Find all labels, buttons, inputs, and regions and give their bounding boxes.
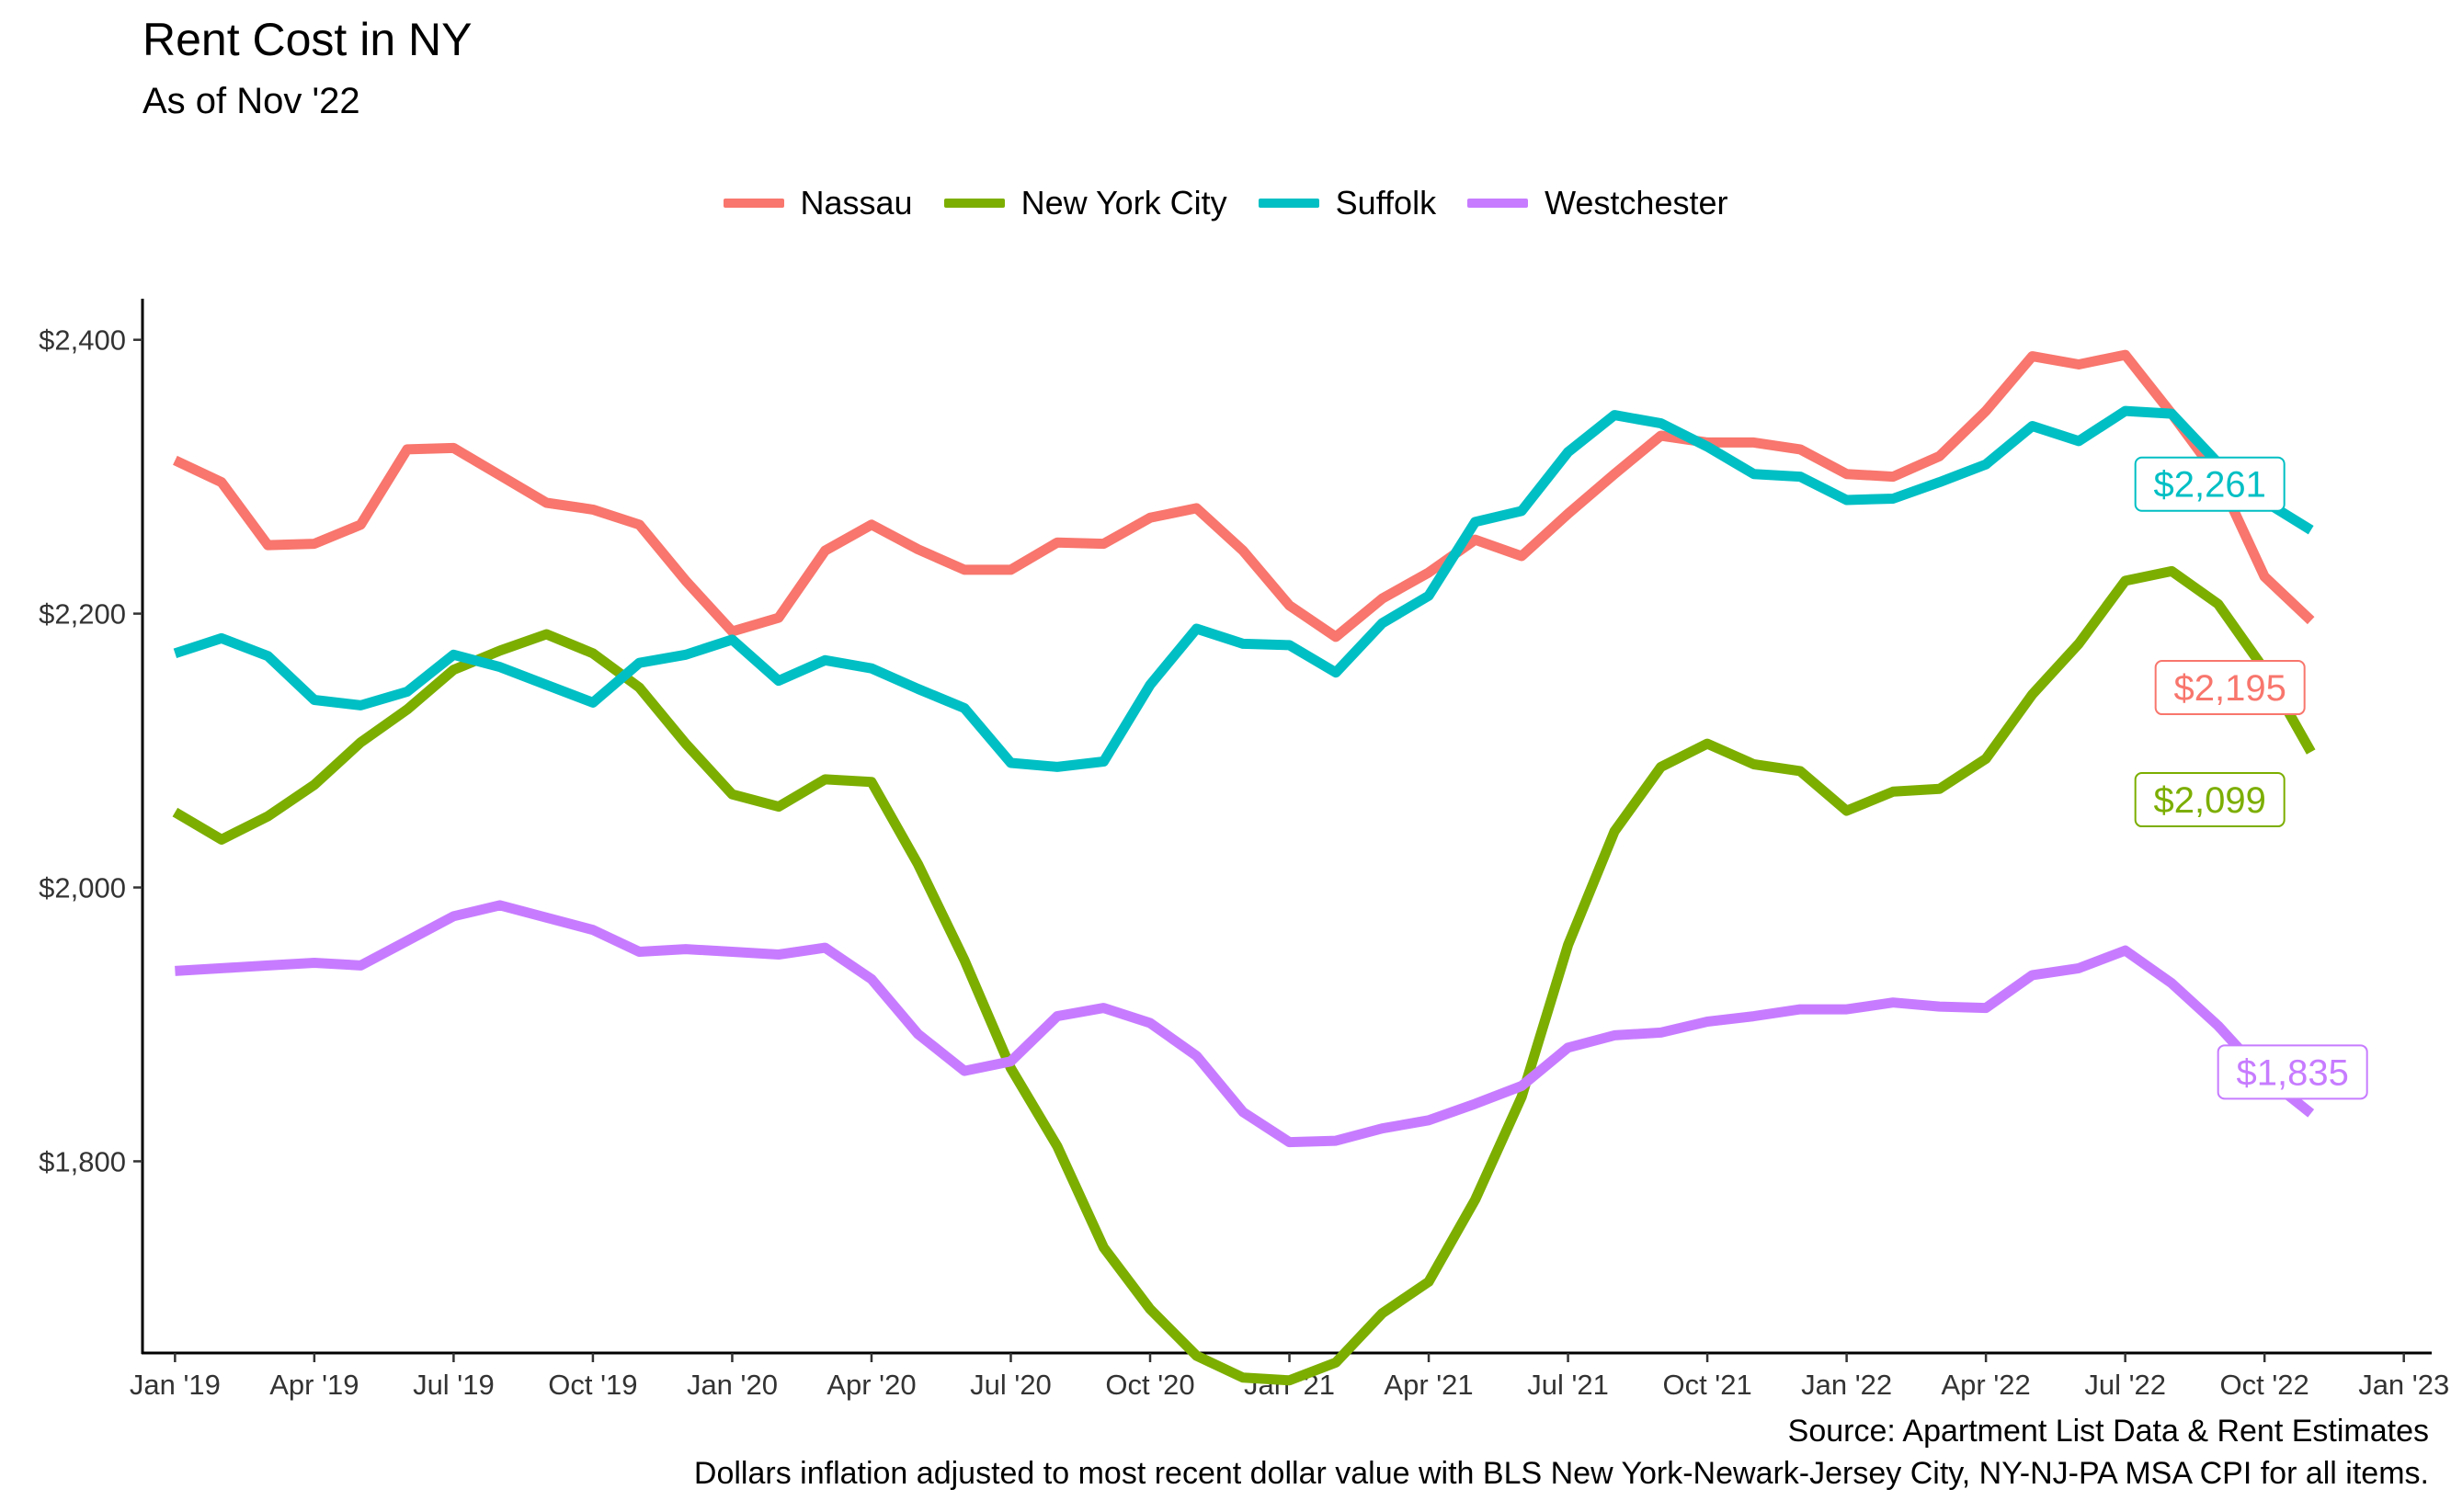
end-label-new-york-city: $2,099	[2154, 780, 2266, 821]
x-tick-label: Jul '20	[970, 1369, 1052, 1401]
legend-swatch-new-york-city	[943, 199, 1005, 208]
x-tick-label: Apr '22	[1941, 1369, 2030, 1401]
x-tick-label: Jan '19	[130, 1369, 221, 1401]
legend: Nassau New York City Suffolk Westchester	[0, 180, 2451, 226]
legend-swatch-suffolk	[1258, 199, 1319, 208]
legend-label-new-york-city: New York City	[1020, 184, 1227, 222]
x-tick-label: Apr '21	[1384, 1369, 1473, 1401]
y-tick-label: $2,400	[39, 324, 126, 357]
end-label-box-suffolk	[2134, 456, 2286, 512]
x-tick-label: Oct '20	[1105, 1369, 1194, 1401]
legend-label-nassau: Nassau	[800, 184, 913, 222]
end-label-box-new-york-city	[2134, 772, 2286, 828]
x-tick-label: Oct '19	[548, 1369, 637, 1401]
x-tick-label: Jan '23	[2358, 1369, 2449, 1401]
y-tick-label: $2,200	[39, 598, 126, 631]
end-label-box-nassau	[2154, 660, 2306, 716]
x-tick-label: Jan '22	[1801, 1369, 1892, 1401]
end-label-box-westchester	[2217, 1044, 2368, 1100]
x-tick-label: Oct '21	[1662, 1369, 1751, 1401]
caption-note: Dollars inflation adjusted to most recen…	[693, 1456, 2429, 1491]
end-label-suffolk: $2,261	[2154, 465, 2266, 506]
x-tick-label: Jul '21	[1527, 1369, 1609, 1401]
end-label-westchester: $1,835	[2237, 1052, 2349, 1093]
legend-item-westchester: Westchester	[1467, 184, 1727, 222]
x-tick-label: Jul '22	[2084, 1369, 2166, 1401]
y-tick-label: $1,800	[39, 1145, 126, 1177]
series-line-nassau	[173, 349, 2315, 642]
chart-title: Rent Cost in NY	[142, 14, 473, 65]
chart-subtitle: As of Nov '22	[142, 81, 360, 121]
series-line-new-york-city	[172, 565, 2316, 1386]
legend-item-suffolk: Suffolk	[1258, 184, 1437, 222]
x-tick-label: Apr '19	[269, 1369, 359, 1401]
y-tick-label: $2,000	[39, 872, 126, 904]
series-line-westchester	[175, 900, 2315, 1148]
legend-item-new-york-city: New York City	[943, 184, 1227, 222]
end-label-nassau: $2,195	[2174, 668, 2286, 709]
caption-source: Source: Apartment List Data & Rent Estim…	[1787, 1414, 2429, 1449]
legend-label-westchester: Westchester	[1545, 184, 1728, 222]
legend-item-nassau: Nassau	[723, 184, 913, 222]
legend-swatch-westchester	[1467, 199, 1529, 208]
legend-swatch-nassau	[723, 199, 784, 208]
x-tick-label: Jul '19	[413, 1369, 495, 1401]
legend-label-suffolk: Suffolk	[1335, 184, 1437, 222]
x-tick-label: Oct '22	[2220, 1369, 2309, 1401]
x-tick-label: Jan '20	[687, 1369, 778, 1401]
series-line-suffolk	[173, 405, 2314, 772]
x-tick-label: Apr '20	[826, 1369, 916, 1401]
